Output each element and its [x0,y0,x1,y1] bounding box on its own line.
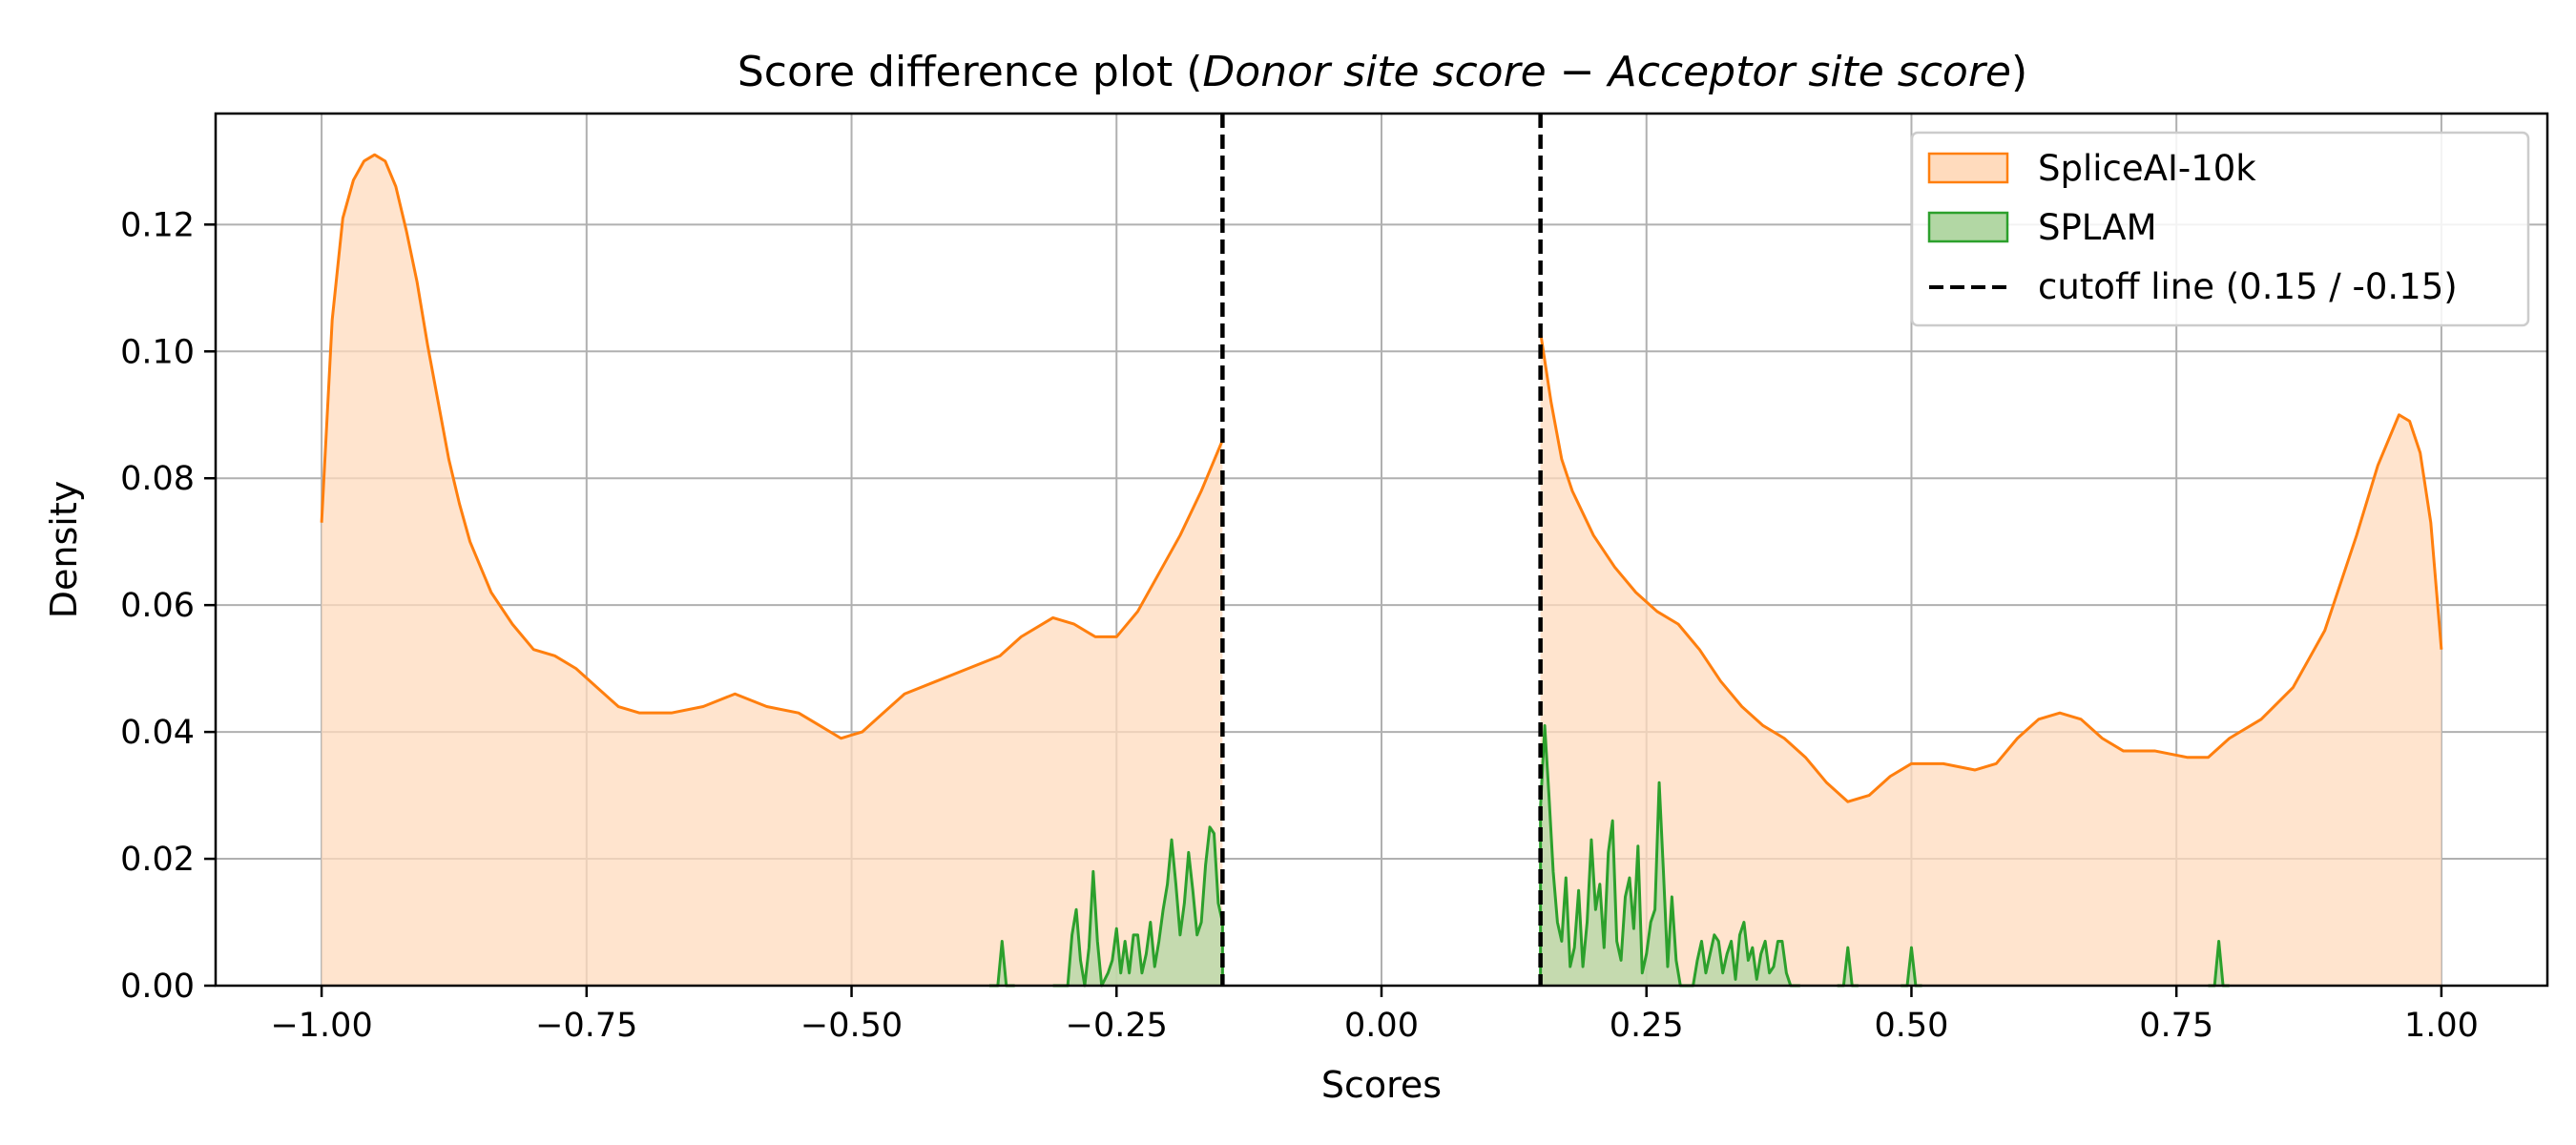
y-axis-ticks: 0.00 0.02 0.04 0.06 0.08 0.10 0.12 [120,206,216,1006]
legend-label-spliceai: SpliceAI-10k [2038,148,2256,189]
x-tick-label-0: −1.00 [270,1007,372,1045]
legend-label-splam: SPLAM [2038,207,2157,248]
x-tick-label-4: 0.00 [1344,1007,1419,1045]
x-axis-label: Scores [1321,1064,1442,1106]
x-tick-label-6: 0.50 [1874,1007,1948,1045]
x-tick-label-1: −0.75 [535,1007,637,1045]
y-tick-label-3: 0.06 [120,587,195,625]
y-tick-label-5: 0.10 [120,333,195,371]
spliceai-10k-area-1 [1540,332,2441,986]
spliceai-10k-curve-1 [1539,332,2443,803]
y-tick-label-2: 0.04 [120,714,195,752]
splam-area-1 [1052,826,1223,986]
splam-area-0 [988,941,1015,986]
cutoff-lines [1220,114,1543,986]
y-tick-label-1: 0.02 [120,841,195,879]
splam-area-3 [1837,947,1859,986]
x-axis-ticks: −1.00 −0.75 −0.50 −0.25 0.00 0.25 0.50 0.75 1.00 [270,986,2479,1045]
x-tick-label-2: −0.50 [800,1007,903,1045]
spliceai-10k-area-0 [322,155,1223,986]
legend: SpliceAI-10k SPLAM cutoff line (0.15 / -… [1910,131,2530,327]
title-term-donor: Donor site score [1202,48,1546,96]
y-tick-label-0: 0.00 [120,968,195,1006]
y-tick-label-4: 0.08 [120,460,195,498]
x-tick-label-8: 1.00 [2404,1007,2479,1045]
legend-box [1910,131,2530,327]
title-prefix: Score difference plot ( [737,48,1203,96]
spliceai-10k-curve-0 [320,153,1224,740]
y-tick-label-6: 0.12 [120,206,195,244]
title-minus: − [1547,48,1609,96]
splam-area-5 [2208,941,2230,986]
legend-label-cutoff: cutoff line (0.15 / -0.15) [2038,266,2458,307]
title-term-acceptor: Acceptor site score [1606,48,2011,96]
splam-curve-1 [1052,825,1224,988]
splam-curve-2 [1539,723,1800,988]
legend-swatch-splam [1927,211,2009,243]
legend-swatch-spliceai [1927,152,2009,184]
x-tick-label-5: 0.25 [1610,1007,1684,1045]
x-tick-label-3: −0.25 [1066,1007,1168,1045]
x-tick-label-7: 0.75 [2139,1007,2213,1045]
y-axis-label: Density [43,481,85,618]
chart-title: Score difference plot (Donor site score … [737,48,2027,96]
title-suffix: ) [2011,48,2027,96]
splam-area-4 [1901,947,1922,986]
